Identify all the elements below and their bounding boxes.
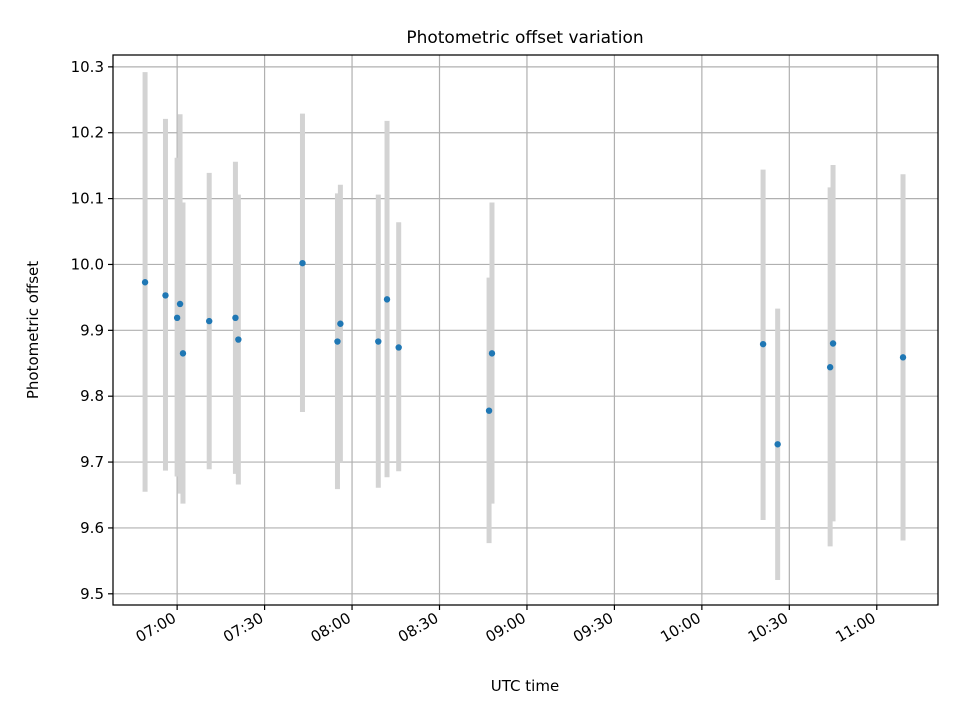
data-point bbox=[299, 259, 306, 267]
data-point bbox=[829, 340, 837, 347]
data-point bbox=[759, 340, 767, 348]
y-tick-label: 10.0 bbox=[71, 255, 104, 273]
y-tick-label: 9.7 bbox=[80, 453, 104, 471]
data-point bbox=[383, 296, 391, 303]
data-point bbox=[485, 407, 493, 414]
data-point bbox=[162, 292, 169, 299]
data-point bbox=[826, 364, 834, 371]
data-point bbox=[334, 338, 341, 345]
chart-title: Photometric offset variation bbox=[406, 28, 643, 48]
y-tick-label: 9.6 bbox=[80, 519, 104, 537]
data-point bbox=[232, 314, 239, 322]
y-axis-label: Photometric offset bbox=[24, 261, 42, 399]
data-point bbox=[176, 300, 184, 308]
grid bbox=[113, 55, 938, 605]
y-tick-label: 10.2 bbox=[71, 124, 104, 142]
y-tick-label: 9.9 bbox=[80, 321, 104, 339]
data-point bbox=[774, 441, 781, 448]
data-points bbox=[141, 259, 907, 448]
data-point bbox=[141, 279, 149, 286]
y-tick-label: 10.1 bbox=[71, 190, 104, 208]
data-point bbox=[488, 350, 496, 357]
data-point bbox=[375, 338, 382, 345]
y-axis-ticks: 9.5 9.6 9.7 9.8 9.9 10.0 10.1 10.2 10.3 bbox=[71, 58, 113, 603]
data-point bbox=[337, 320, 344, 327]
y-tick-label: 10.3 bbox=[71, 58, 104, 76]
data-point bbox=[179, 350, 187, 357]
y-tick-label: 9.8 bbox=[80, 387, 104, 405]
data-point bbox=[395, 344, 402, 351]
data-point bbox=[173, 314, 181, 322]
y-tick-label: 9.5 bbox=[80, 585, 104, 603]
data-point bbox=[899, 354, 907, 361]
data-point bbox=[235, 336, 242, 343]
data-point bbox=[206, 317, 213, 325]
x-axis-label: UTC time bbox=[491, 677, 559, 695]
